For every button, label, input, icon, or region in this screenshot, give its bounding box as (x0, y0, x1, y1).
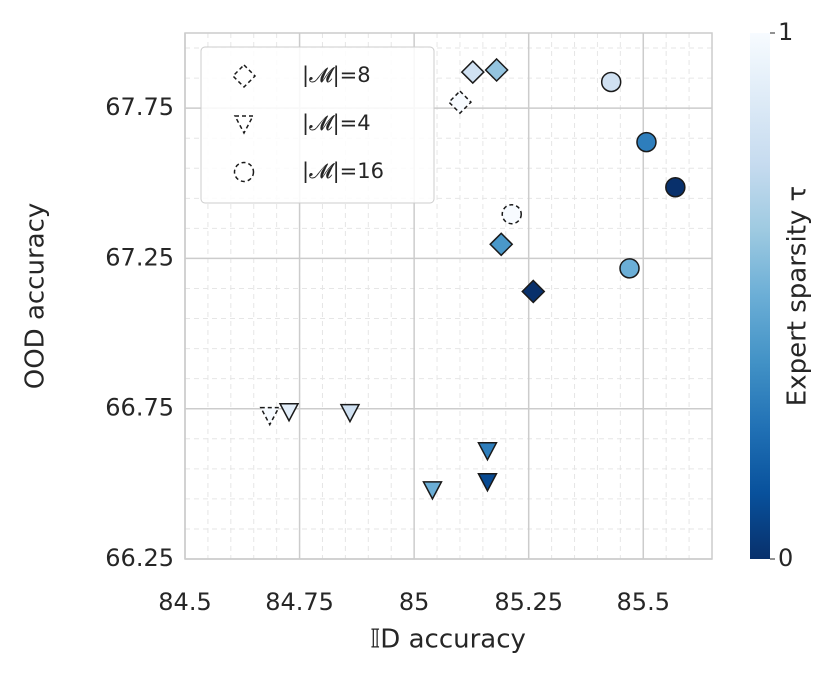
point (521, 279, 546, 304)
y-tick-label: 67.75 (105, 93, 174, 121)
colorbar-tick-label: 1 (778, 18, 793, 46)
point (477, 442, 498, 462)
x-tick-label: 85 (399, 588, 430, 616)
point (447, 90, 473, 115)
x-tick-label: 85.25 (494, 588, 563, 616)
legend-marker (233, 115, 255, 135)
point (619, 258, 640, 279)
point (460, 60, 485, 85)
point (501, 203, 522, 225)
x-axis-label: 𝕀D accuracy (370, 625, 526, 655)
legend: |𝓜|=8 |𝓜|=4 |𝓜|=16 (231, 63, 384, 184)
point (422, 481, 443, 501)
point (600, 71, 622, 93)
point (665, 176, 686, 198)
plot-frame (184, 32, 713, 560)
legend-marker (233, 161, 255, 183)
points (259, 57, 686, 501)
x-tick-label: 84.5 (158, 588, 211, 616)
point (636, 131, 657, 153)
legend-marker (231, 63, 257, 89)
legend-label: |𝓜|=16 (302, 159, 384, 184)
point (477, 473, 498, 493)
point (484, 57, 509, 83)
y-axis-label: OOD accuracy (21, 203, 51, 390)
y-tick-label: 66.75 (105, 394, 174, 422)
y-tick-label: 67.25 (105, 243, 174, 271)
point (489, 232, 514, 257)
legend-label: |𝓜|=4 (302, 111, 371, 136)
legend-box (200, 46, 435, 204)
x-tick-label: 85.5 (617, 588, 670, 616)
point (259, 406, 281, 427)
colorbar-label: Expert sparsity τ (783, 186, 813, 406)
point (278, 402, 300, 423)
y-tick-label: 66.25 (105, 544, 174, 572)
legend-label: |𝓜|=8 (302, 63, 371, 88)
point (339, 403, 361, 424)
x-tick-label: 84.75 (265, 588, 334, 616)
colorbar (750, 33, 770, 559)
colorbar-tick-label: 0 (778, 544, 793, 572)
